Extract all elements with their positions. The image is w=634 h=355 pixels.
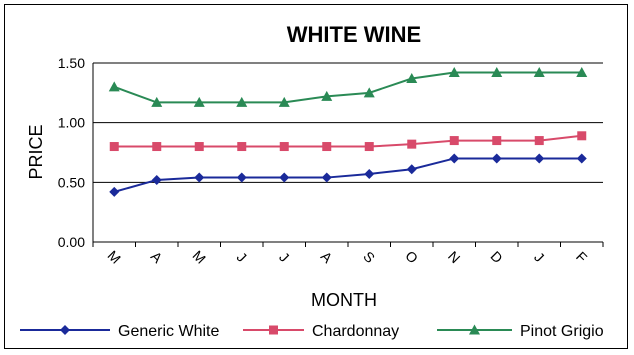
series-line: [113, 71, 582, 104]
data-point: [151, 96, 163, 107]
data-point: [534, 136, 544, 146]
data-point: [321, 172, 332, 183]
x-tick-label: A: [148, 248, 166, 266]
data-point: [406, 164, 417, 175]
data-point: [449, 153, 460, 164]
data-point: [279, 172, 290, 183]
x-tick-label: A: [318, 248, 336, 266]
data-point: [492, 136, 502, 146]
data-point: [406, 73, 418, 84]
x-tick-label: N: [445, 248, 463, 266]
x-tick-label: D: [488, 248, 506, 266]
data-point: [491, 67, 503, 78]
x-tick-label: F: [573, 248, 590, 265]
x-axis-title: MONTH: [311, 290, 377, 310]
legend-item: Generic White: [20, 323, 219, 340]
x-tick-label: J: [276, 249, 292, 265]
y-tick-label: 1.00: [58, 115, 85, 131]
data-point: [151, 174, 162, 185]
data-point: [321, 90, 333, 101]
data-point: [576, 153, 587, 164]
y-tick-label: 0.50: [58, 174, 85, 190]
data-point: [278, 96, 290, 107]
legend-marker: [469, 324, 480, 335]
x-tick-label: J: [531, 249, 547, 265]
data-point: [236, 172, 247, 183]
x-tick-label: S: [360, 248, 378, 266]
series-pinot-grigio: [108, 67, 588, 107]
data-point: [533, 67, 545, 78]
x-tick-label: M: [189, 247, 209, 267]
data-point: [236, 96, 248, 107]
data-point: [448, 67, 460, 78]
data-point: [109, 142, 119, 152]
legend-item: Chardonnay: [243, 323, 399, 340]
data-point: [194, 142, 204, 152]
series-line: [114, 134, 582, 148]
x-tick-label: J: [234, 249, 250, 265]
data-point: [108, 81, 120, 92]
plot-area: 0.00 0.50 1.00 1.50 M A M J J A S O N D J F: [58, 55, 604, 267]
legend-label: Generic White: [118, 323, 219, 340]
data-point: [534, 153, 545, 164]
series-line: [113, 157, 582, 193]
legend-label: Chardonnay: [312, 323, 399, 340]
data-point: [364, 142, 374, 152]
series-generic-white: [109, 153, 587, 197]
data-point: [193, 96, 205, 107]
chart-title: WHITE WINE: [287, 22, 421, 47]
x-tick-label: M: [104, 247, 124, 267]
chart-frame: [4, 4, 628, 349]
data-point: [577, 131, 587, 141]
y-axis-title: PRICE: [26, 124, 46, 179]
legend: Generic White Chardonnay Pinot Grigio: [20, 323, 604, 340]
data-point: [237, 142, 247, 152]
data-point: [363, 87, 375, 98]
data-point: [194, 172, 205, 183]
y-tick-label: 0.00: [58, 234, 85, 250]
data-point: [279, 142, 289, 152]
x-tick-label: O: [402, 247, 421, 266]
legend-marker: [269, 325, 278, 335]
data-point: [109, 186, 120, 197]
legend-marker: [60, 325, 70, 335]
data-point: [491, 153, 502, 164]
data-point: [152, 142, 162, 152]
data-point: [364, 168, 375, 179]
data-point: [449, 136, 459, 146]
data-point: [576, 67, 588, 78]
y-tick-label: 1.50: [58, 55, 85, 71]
series-chardonnay: [109, 131, 587, 152]
legend-item: Pinot Grigio: [437, 323, 604, 340]
data-point: [407, 139, 417, 149]
data-point: [322, 142, 332, 152]
legend-label: Pinot Grigio: [520, 323, 604, 340]
